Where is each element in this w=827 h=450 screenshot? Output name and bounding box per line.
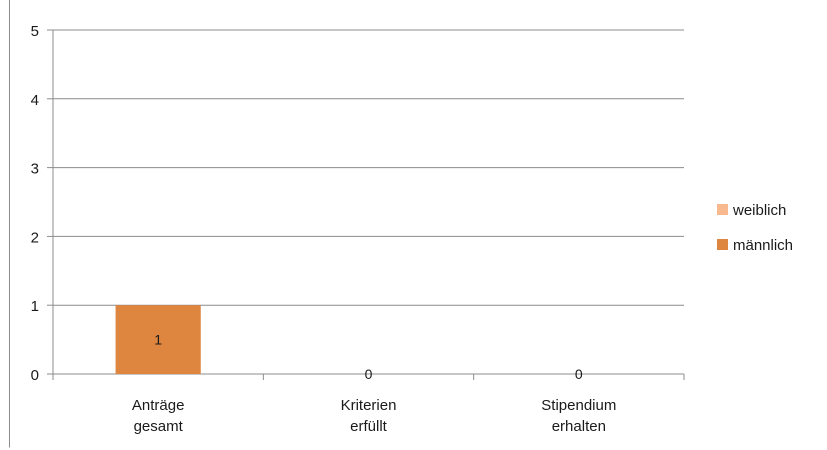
y-tick-label: 2 [31, 229, 39, 246]
legend: weiblich männlich [717, 202, 793, 254]
y-tick-label: 5 [31, 23, 39, 40]
x-tick-label: Anträge [132, 397, 185, 414]
legend-swatch [717, 239, 728, 250]
data-label: 0 [575, 366, 583, 382]
y-tick-label: 3 [31, 161, 39, 178]
x-tick-label: erfüllt [350, 418, 388, 435]
axes: 0 1 2 3 4 5 Anträge gesamt Kriterien erfüllt Stipe… [31, 23, 685, 435]
x-tick-label: Stipendium [541, 397, 616, 414]
bars [115, 305, 201, 374]
data-label: 1 [154, 332, 162, 348]
legend-label: weiblich [732, 202, 786, 219]
legend-swatch [717, 204, 728, 215]
chart-frame [9, 0, 825, 448]
data-label: 0 [365, 366, 373, 382]
bar-männlich [115, 305, 201, 374]
x-tick-label: Kriterien [341, 397, 397, 414]
x-tick-label: erhalten [552, 418, 606, 435]
y-tick-label: 1 [31, 298, 39, 315]
gridlines [53, 29, 684, 306]
legend-label: männlich [733, 237, 793, 254]
data-labels: 1 0 0 [154, 332, 583, 382]
y-tick-label: 4 [31, 92, 39, 109]
x-tick-label: gesamt [134, 418, 184, 435]
y-tick-label: 0 [31, 367, 39, 384]
